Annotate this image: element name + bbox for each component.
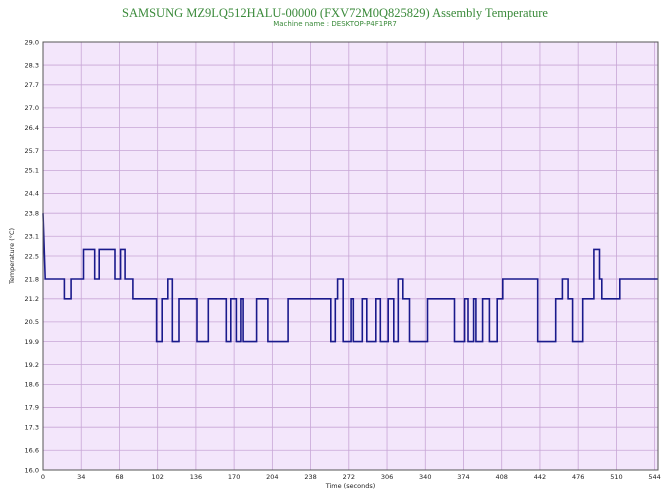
y-tick-label: 26.4	[25, 124, 39, 132]
y-tick-label: 19.9	[25, 338, 39, 346]
x-tick-label: 544	[648, 473, 660, 481]
y-tick-label: 28.3	[25, 61, 39, 69]
y-tick-label: 23.1	[25, 233, 39, 241]
temperature-series-line	[42, 213, 658, 343]
y-tick-label: 18.6	[25, 381, 39, 389]
y-tick-label: 27.7	[25, 81, 39, 89]
x-tick-label: 34	[77, 473, 85, 481]
x-tick-label: 68	[115, 473, 123, 481]
x-tick-label: 340	[419, 473, 431, 481]
x-tick-label: 510	[610, 473, 622, 481]
y-tick-label: 22.5	[25, 252, 39, 260]
y-tick-labels: 29.0 28.3 27.7 27.0 26.4 25.7 25.1 24.4 23.8 23.1…	[25, 38, 39, 474]
y-tick-label: 20.5	[25, 318, 39, 326]
x-tick-label: 306	[381, 473, 393, 481]
y-tick-label: 23.8	[25, 210, 39, 218]
plot-border	[42, 41, 659, 471]
x-tick-labels: 0 34 68 102 136 170 204 238 272 306 340 374 408 442 47…	[41, 473, 661, 481]
y-tick-label: 17.3	[25, 424, 39, 432]
y-tick-label: 21.2	[25, 295, 39, 303]
x-tick-label: 476	[572, 473, 584, 481]
x-axis-label: Time (seconds)	[325, 482, 376, 490]
y-axis-label: Temperature (°C)	[8, 228, 16, 285]
chart-title: SAMSUNG MZ9LQ512HALU-00000 (FXV72M0Q8258…	[122, 6, 548, 20]
x-tick-label: 0	[41, 473, 45, 481]
y-tick-label: 21.8	[25, 275, 39, 283]
y-tick-label: 25.7	[25, 147, 39, 155]
x-tick-label: 408	[496, 473, 508, 481]
x-tick-label: 238	[304, 473, 316, 481]
y-tick-label: 16.6	[25, 447, 39, 455]
chart-subtitle: Machine name : DESKTOP-P4F1PR7	[273, 20, 397, 28]
y-tick-label: 29.0	[25, 38, 39, 46]
x-tick-label: 272	[343, 473, 355, 481]
x-tick-label: 102	[151, 473, 163, 481]
x-tick-label: 374	[457, 473, 469, 481]
y-tick-label: 24.4	[25, 190, 39, 198]
y-tick-label: 27.0	[25, 104, 39, 112]
y-tick-label: 19.2	[25, 361, 39, 369]
y-tick-label: 16.0	[25, 466, 39, 474]
x-tick-label: 204	[266, 473, 278, 481]
y-tick-label: 25.1	[25, 167, 39, 175]
x-tick-label: 442	[534, 473, 546, 481]
x-tick-label: 170	[228, 473, 240, 481]
y-tick-label: 17.9	[25, 404, 39, 412]
x-tick-label: 136	[190, 473, 202, 481]
